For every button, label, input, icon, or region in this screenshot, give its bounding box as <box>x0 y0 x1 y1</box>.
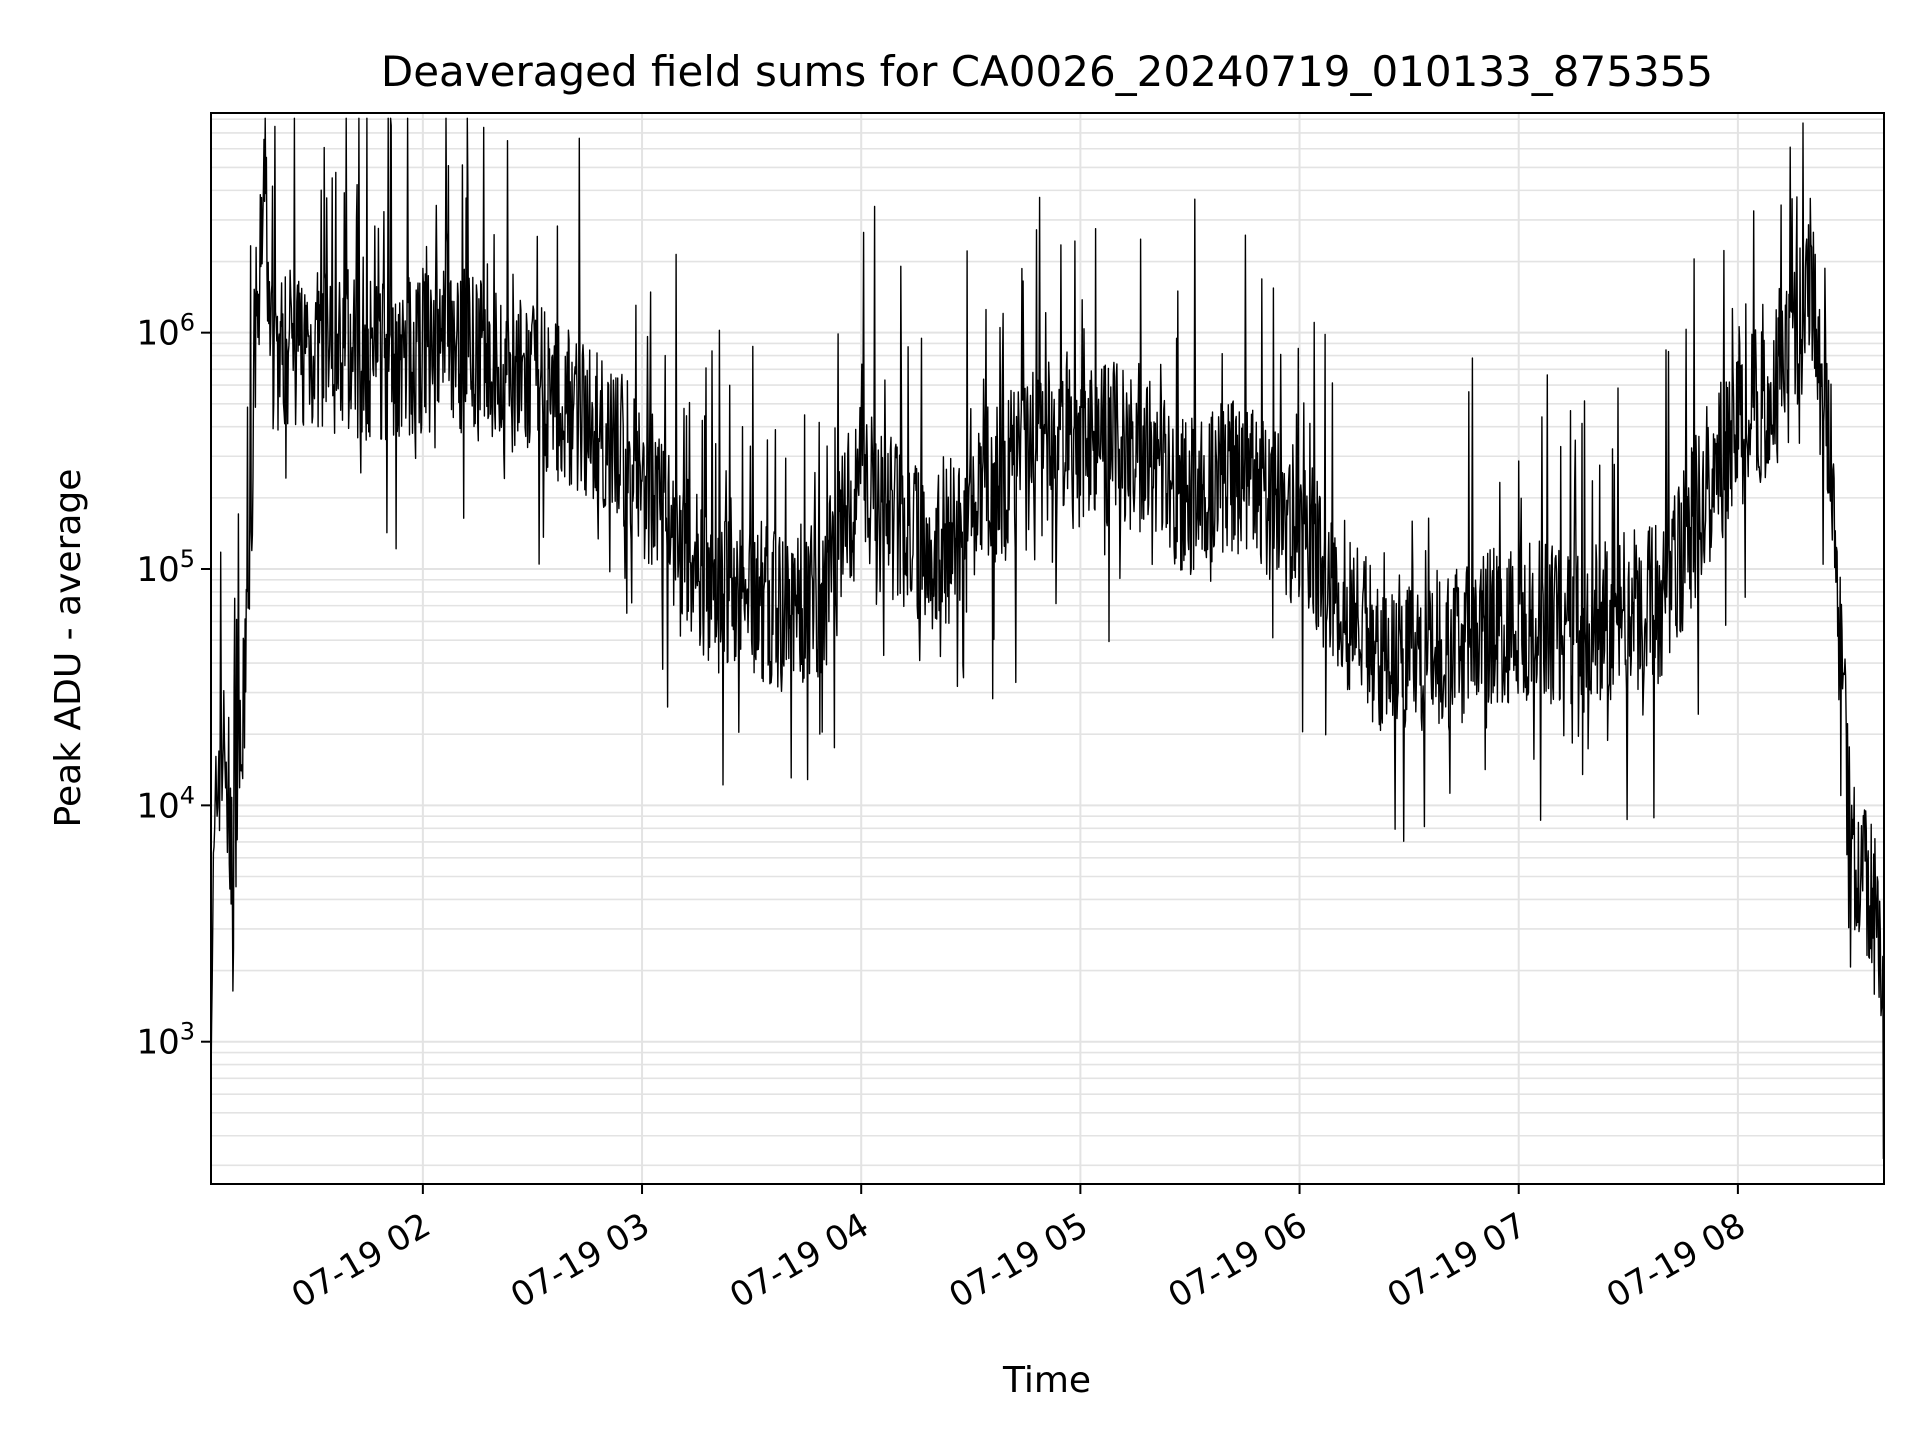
y-tick-label: 105 <box>136 545 195 590</box>
x-axis-label: Time <box>1002 1360 1091 1401</box>
chart-title: Deaveraged field sums for CA0026_2024071… <box>381 47 1713 96</box>
series-line <box>210 117 1885 1160</box>
y-tick-label: 106 <box>136 309 195 354</box>
y-tick-label: 103 <box>136 1018 195 1063</box>
y-axis: 103 104 105 106 <box>136 309 211 1063</box>
plot-frame <box>210 112 1885 1185</box>
y-axis-label: Peak ADU - average <box>48 469 89 828</box>
series-layer <box>210 117 1885 1160</box>
y-tick-label: 104 <box>136 781 195 826</box>
